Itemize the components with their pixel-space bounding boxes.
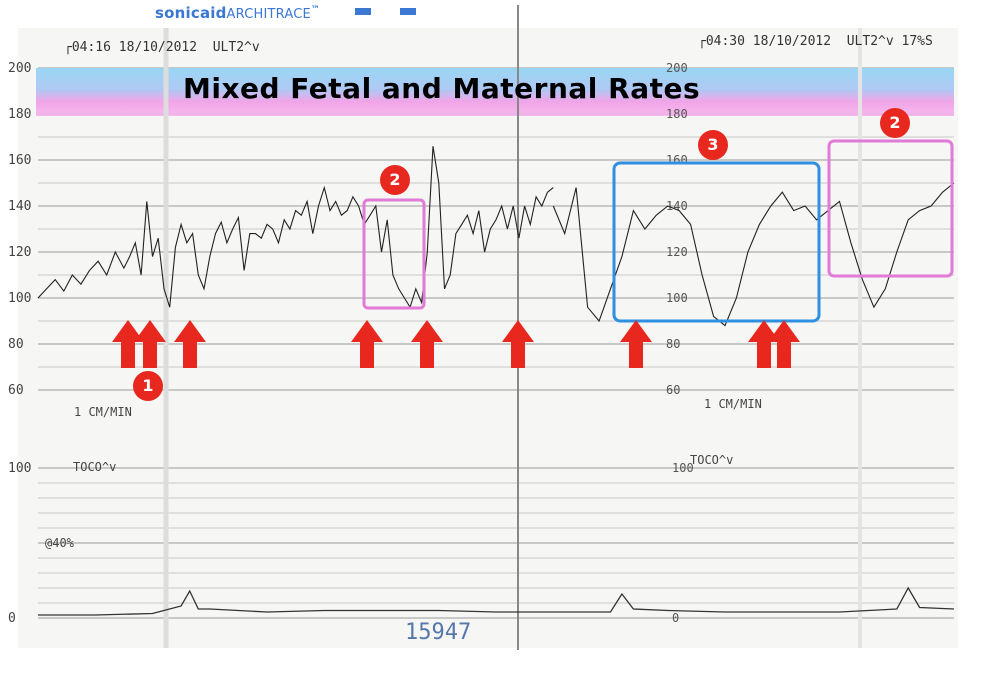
- toco-tick-label: 0: [8, 611, 16, 626]
- red-arrow-icon: [174, 320, 206, 368]
- highlight-box-2b: [827, 139, 954, 278]
- header-right: ┌04:30 18/10/2012 ULT2^v 17%S: [698, 34, 933, 49]
- fhr-tick-label: 160: [8, 153, 31, 168]
- fhr-tick-label-mid: 120: [666, 245, 688, 259]
- fhr-tick-label: 100: [8, 291, 31, 306]
- red-arrow-icon: [112, 320, 144, 368]
- deceleration-arrows: [112, 320, 800, 368]
- red-arrow-icon: [620, 320, 652, 368]
- toco-tick-label: 100: [8, 461, 31, 476]
- fhr-tick-label-mid: 160: [666, 153, 688, 167]
- page-title: Mixed Fetal and Maternal Rates: [183, 72, 701, 105]
- highlight-box-3: [612, 161, 821, 323]
- fhr-tick-label-mid: 180: [666, 107, 688, 121]
- brand-mark: [400, 8, 416, 15]
- brand-mark: [355, 8, 371, 15]
- fhr-tick-label: 140: [8, 199, 31, 214]
- record-serial-number: 15947: [405, 620, 472, 645]
- fhr-tick-label: 180: [8, 107, 31, 122]
- red-arrow-icon: [502, 320, 534, 368]
- maternal-rate-band: [36, 68, 954, 116]
- speed-label-left: 1 CM/MIN: [74, 405, 132, 419]
- fhr-tick-label: 120: [8, 245, 31, 260]
- toco-tick-label-mid: 100: [672, 461, 694, 475]
- fhr-tick-label-mid: 200: [666, 61, 688, 75]
- fhr-tick-label-mid: 80: [666, 337, 680, 351]
- fhr-tick-label-mid: 100: [666, 291, 688, 305]
- toco-label-right: TOCO^v: [690, 453, 734, 467]
- red-arrow-icon: [748, 320, 780, 368]
- fhr-tick-label: 200: [8, 61, 31, 76]
- fhr-tick-label: 60: [8, 383, 24, 398]
- fhr-tick-label: 80: [8, 337, 24, 352]
- fhr-tick-label-mid: 60: [666, 383, 680, 397]
- header-left: ┌04:16 18/10/2012 ULT2^v: [64, 40, 260, 55]
- red-arrow-icon: [411, 320, 443, 368]
- toco-tick-label-mid: 0: [672, 611, 679, 625]
- brand-logo: sonicaidARCHITRACE™: [155, 4, 321, 22]
- annotation-badge-1: 1: [133, 371, 163, 401]
- highlight-box-2a: [362, 198, 426, 310]
- fhr-trace-segment-1: [37, 146, 554, 309]
- toco-trace: [38, 586, 955, 616]
- red-arrow-icon: [134, 320, 166, 368]
- annotation-badge-2a: 2: [380, 165, 410, 195]
- fhr-trace-segment-2: [552, 182, 955, 327]
- toco-label-left: TOCO^v: [73, 460, 117, 474]
- fhr-tick-label-mid: 140: [666, 199, 688, 213]
- annotation-badge-3: 3: [698, 130, 728, 160]
- annotation-badge-2b: 2: [880, 108, 910, 138]
- red-arrow-icon: [768, 320, 800, 368]
- toco-offset-label: @40%: [45, 536, 74, 550]
- speed-label-right: 1 CM/MIN: [704, 397, 762, 411]
- red-arrow-icon: [351, 320, 383, 368]
- toco-grid: [38, 467, 954, 619]
